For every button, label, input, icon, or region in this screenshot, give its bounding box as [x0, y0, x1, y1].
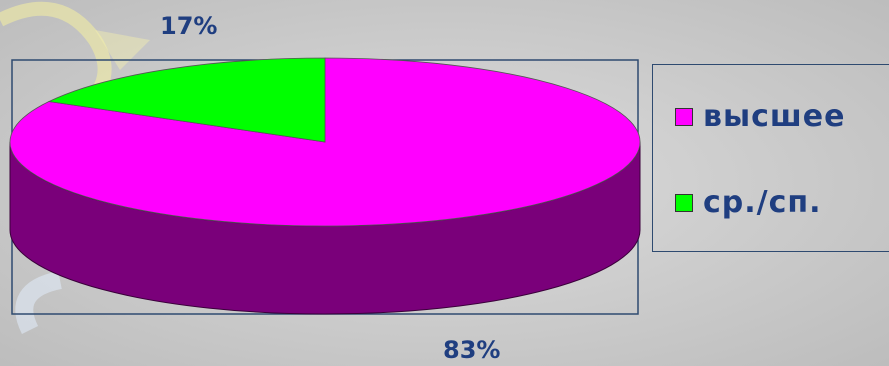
legend-label-secondary: ср./сп. — [703, 185, 822, 220]
legend-swatch-magenta — [675, 107, 693, 126]
legend-item-higher: высшее — [675, 99, 845, 134]
decorative-curve — [15, 271, 63, 335]
legend: высшее ср./сп. — [652, 64, 889, 252]
decorative-star — [95, 30, 150, 70]
data-label-secondary: 17% — [160, 12, 218, 40]
legend-swatch-green — [675, 193, 693, 212]
legend-label-higher: высшее — [703, 99, 846, 134]
pie-slice-secondary — [47, 57, 326, 143]
pie-slice-higher — [9, 57, 641, 227]
legend-item-secondary: ср./сп. — [675, 185, 822, 220]
data-label-primary: 83% — [443, 336, 501, 364]
